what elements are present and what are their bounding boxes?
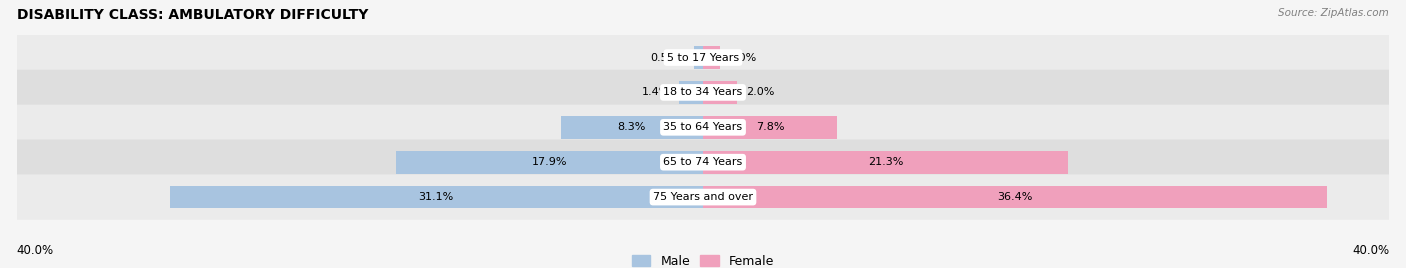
Bar — [695, 46, 703, 69]
Bar — [703, 81, 737, 104]
Bar — [703, 151, 1069, 174]
Text: 0.51%: 0.51% — [651, 53, 686, 62]
Text: 21.3%: 21.3% — [868, 157, 904, 167]
Text: 5 to 17 Years: 5 to 17 Years — [666, 53, 740, 62]
Text: 40.0%: 40.0% — [1353, 244, 1389, 257]
Text: 31.1%: 31.1% — [419, 192, 454, 202]
Text: 75 Years and over: 75 Years and over — [652, 192, 754, 202]
Text: 17.9%: 17.9% — [531, 157, 567, 167]
Text: 1.0%: 1.0% — [728, 53, 756, 62]
FancyBboxPatch shape — [13, 70, 1393, 115]
FancyBboxPatch shape — [13, 140, 1393, 185]
Text: 65 to 74 Years: 65 to 74 Years — [664, 157, 742, 167]
Text: 1.4%: 1.4% — [643, 87, 671, 97]
FancyBboxPatch shape — [13, 174, 1393, 220]
Text: 40.0%: 40.0% — [17, 244, 53, 257]
Bar — [561, 116, 703, 139]
Text: Source: ZipAtlas.com: Source: ZipAtlas.com — [1278, 8, 1389, 18]
Text: 36.4%: 36.4% — [997, 192, 1033, 202]
Bar — [396, 151, 703, 174]
Bar — [703, 186, 1327, 209]
Text: DISABILITY CLASS: AMBULATORY DIFFICULTY: DISABILITY CLASS: AMBULATORY DIFFICULTY — [17, 8, 368, 22]
Legend: Male, Female: Male, Female — [627, 250, 779, 268]
Bar — [679, 81, 703, 104]
FancyBboxPatch shape — [13, 35, 1393, 80]
Text: 35 to 64 Years: 35 to 64 Years — [664, 122, 742, 132]
Bar — [703, 46, 720, 69]
Bar — [170, 186, 703, 209]
Text: 18 to 34 Years: 18 to 34 Years — [664, 87, 742, 97]
Text: 2.0%: 2.0% — [745, 87, 775, 97]
Text: 8.3%: 8.3% — [617, 122, 645, 132]
Bar — [703, 116, 837, 139]
Text: 7.8%: 7.8% — [755, 122, 785, 132]
FancyBboxPatch shape — [13, 105, 1393, 150]
